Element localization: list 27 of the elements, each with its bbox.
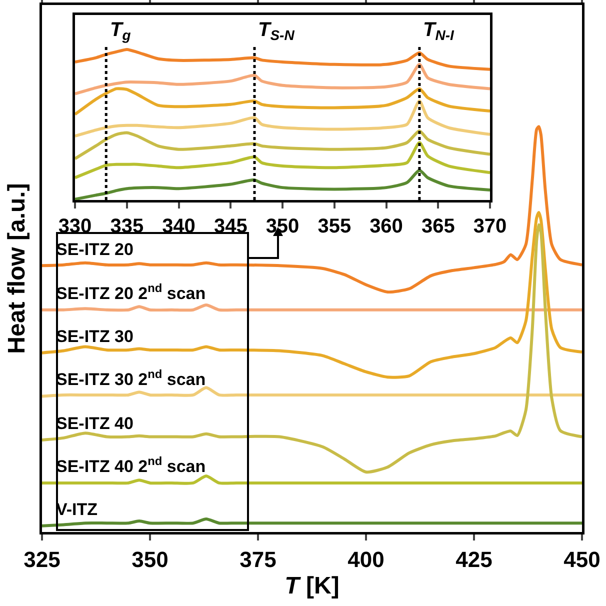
series-label: SE-ITZ 30 (56, 327, 134, 346)
x-tick-label: 355 (318, 216, 352, 238)
x-tick-label: 375 (240, 546, 276, 572)
x-tick-label: 350 (132, 546, 168, 572)
series-label: SE-ITZ 40 (56, 414, 134, 433)
x-tick-label: 450 (564, 546, 600, 572)
x-tick-label: 370 (473, 216, 507, 238)
x-tick-label: 425 (456, 546, 492, 572)
x-tick-label: 345 (214, 216, 248, 238)
series-label: SE-ITZ 40 2$^{nd}$ scan (56, 454, 206, 476)
x-axis-title: T [K] (284, 572, 340, 600)
y-axis-title: Heat flow [a.u.] (3, 183, 30, 354)
ref-line-label: T$_{g}$ (110, 19, 132, 44)
x-tick-label: 335 (110, 216, 144, 238)
series-label: SE-ITZ 30 2$^{nd}$ scan (56, 367, 206, 390)
x-tick-label: 340 (162, 216, 196, 238)
series-label: SE-ITZ 20 (56, 240, 134, 259)
ref-line-label: T$_{N-I}$ (423, 19, 455, 44)
series-label: SE-ITZ 20 2$^{nd}$ scan (56, 281, 206, 304)
ref-line-label: T$_{S-N}$ (258, 19, 296, 44)
x-tick-label: 360 (370, 216, 403, 238)
x-tick-label: 330 (58, 216, 92, 238)
x-tick-label: 325 (24, 546, 60, 572)
x-tick-label: 350 (266, 216, 300, 238)
series-label: V-ITZ (56, 500, 98, 519)
x-tick-label: 400 (348, 546, 384, 572)
x-tick-label: 365 (421, 216, 455, 238)
